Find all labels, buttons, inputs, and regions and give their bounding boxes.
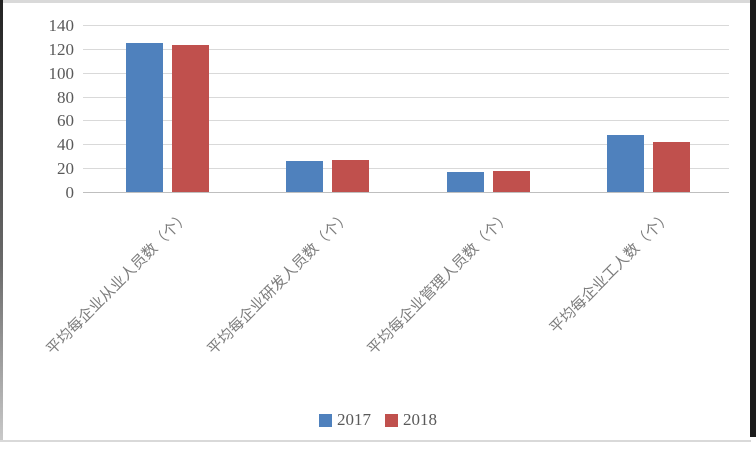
- gridline: [83, 168, 729, 170]
- category-label: 平均每企业管理人员数（个）: [364, 208, 515, 359]
- y-axis-tick-label: 140: [48, 16, 75, 35]
- x-axis-line: [83, 192, 729, 193]
- window-edge-right: [750, 0, 756, 437]
- legend-label: 2018: [403, 410, 437, 429]
- category-label: 平均每企业工人数（个）: [546, 208, 675, 337]
- gridline: [83, 144, 729, 146]
- window-edge-bottom: [0, 440, 751, 442]
- y-axis-tick-label: 60: [57, 111, 74, 131]
- window-edge-left: [0, 0, 3, 441]
- gridline: [83, 96, 729, 98]
- legend: 2017 2018: [0, 410, 756, 430]
- gridline: [83, 25, 729, 26]
- y-axis-tick-label: 100: [48, 63, 75, 83]
- y-axis-tick-label: 40: [57, 135, 74, 155]
- bar-2017: [607, 134, 645, 192]
- bar-2018: [332, 159, 370, 192]
- category-label: 平均每企业研发人员数（个）: [203, 208, 354, 359]
- legend-label: 2017: [337, 410, 371, 429]
- legend-item: 2018: [385, 410, 437, 430]
- bar-2017: [125, 42, 163, 192]
- y-axis-tick-label: 80: [57, 87, 74, 107]
- bar-2017: [286, 160, 324, 192]
- y-axis-tick-label: 20: [57, 159, 74, 179]
- bar-2018: [492, 170, 530, 192]
- category-label: 平均每企业从业人员数（个）: [43, 208, 194, 359]
- legend-item: 2017: [319, 410, 371, 430]
- gridline: [83, 48, 729, 50]
- y-axis-tick-label: 0: [65, 183, 75, 202]
- y-axis-tick-label: 120: [48, 39, 75, 59]
- legend-swatch: [385, 413, 398, 427]
- bar-2018: [653, 141, 691, 192]
- window-edge-top: [0, 0, 756, 3]
- bar-2018: [171, 45, 209, 192]
- bar-2017: [446, 171, 484, 192]
- gridline: [83, 120, 729, 122]
- gridline: [83, 72, 729, 74]
- legend-swatch: [319, 413, 332, 427]
